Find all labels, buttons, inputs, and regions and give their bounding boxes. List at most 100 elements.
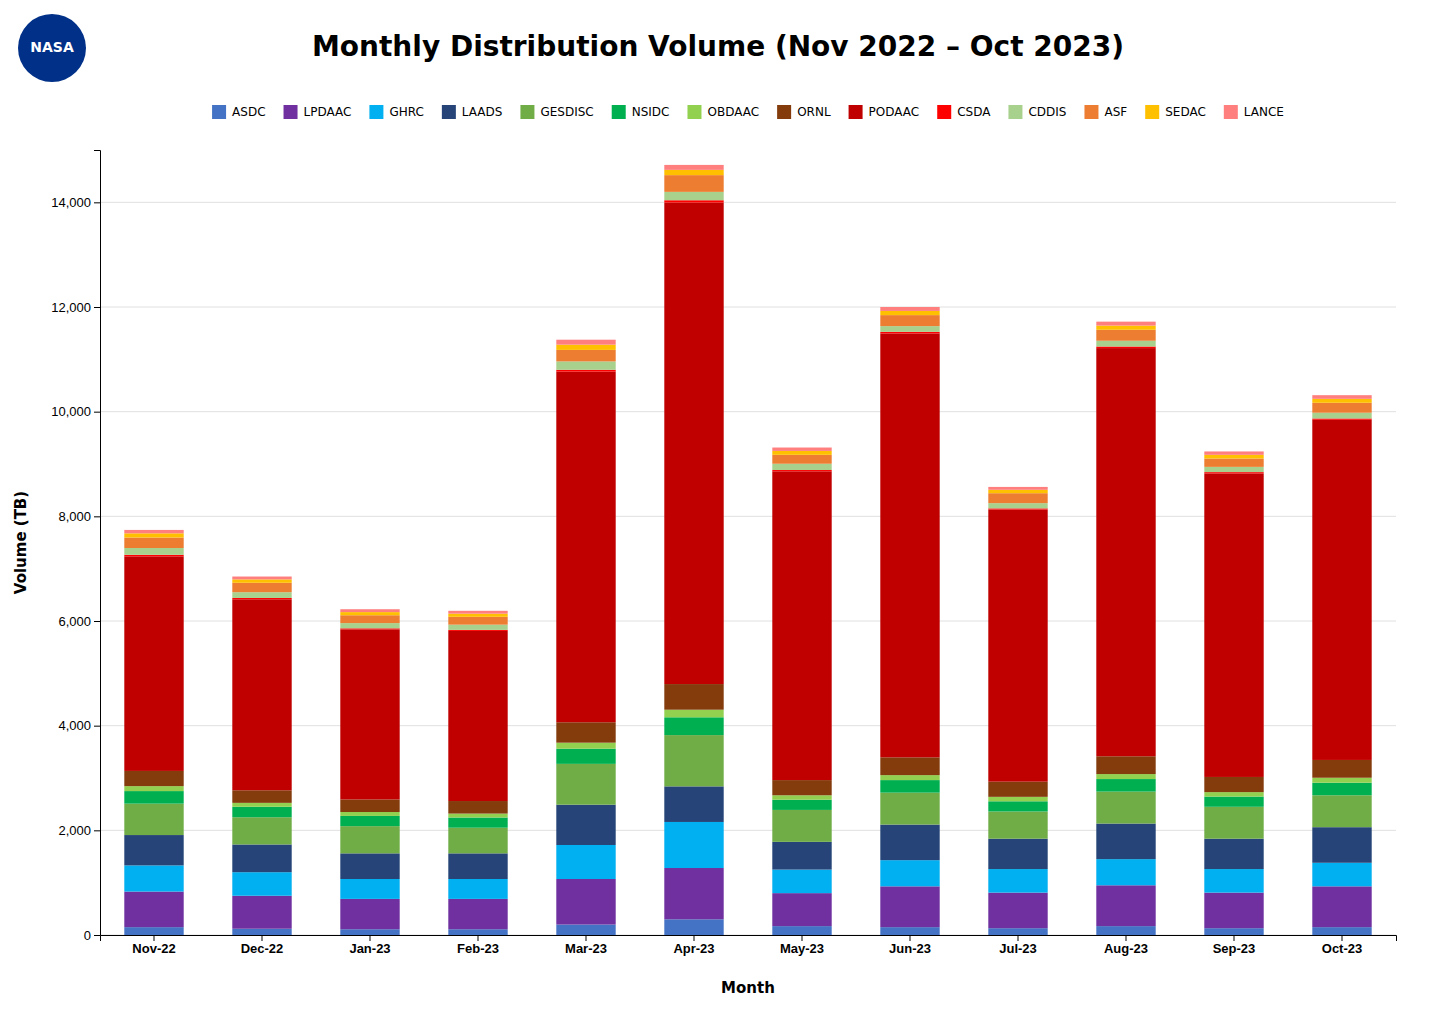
bar — [1096, 779, 1155, 792]
y-tick-mark — [94, 830, 100, 831]
bar — [448, 899, 507, 929]
series — [124, 710, 1371, 818]
bar — [988, 782, 1047, 797]
x-tick: Mar-23 — [565, 935, 607, 956]
y-tick: 2,000 — [58, 823, 100, 838]
bar — [772, 795, 831, 799]
bar — [1204, 928, 1263, 935]
legend-item: LANCE — [1224, 105, 1284, 120]
y-tick-mark — [94, 412, 100, 413]
annotation: NASA — [18, 14, 86, 82]
bar — [664, 165, 723, 170]
legend-swatch — [284, 105, 298, 119]
bar — [1096, 885, 1155, 926]
bar — [1204, 869, 1263, 893]
x-tick: Jun-23 — [889, 935, 931, 956]
bar — [340, 628, 399, 629]
bar — [1312, 395, 1371, 399]
bar — [988, 869, 1047, 893]
y-tick-label: 14,000 — [51, 195, 91, 210]
bar — [880, 333, 939, 757]
bar — [232, 790, 291, 803]
x-tick: Jul-23 — [999, 935, 1037, 956]
bar — [232, 807, 291, 817]
series — [124, 786, 1371, 879]
bar — [1312, 863, 1371, 887]
bar — [340, 623, 399, 628]
bar — [988, 510, 1047, 782]
x-tick: Nov-22 — [132, 935, 175, 956]
x-axis: Nov-22Dec-22Jan-23Feb-23Mar-23Apr-23May-… — [101, 935, 1397, 956]
bar — [664, 203, 723, 684]
bar — [1312, 760, 1371, 778]
x-tick: May-23 — [780, 935, 824, 956]
bar — [988, 487, 1047, 490]
y-tick-mark — [94, 307, 100, 308]
legend-swatch — [369, 105, 383, 119]
bar — [556, 879, 615, 925]
bar — [1312, 420, 1371, 760]
bar — [1312, 827, 1371, 863]
x-tick-label: Jan-23 — [349, 941, 390, 956]
y-tick: 4,000 — [58, 718, 100, 733]
x-tick-label: Oct-23 — [1322, 941, 1362, 956]
bar — [1096, 824, 1155, 860]
series — [124, 684, 1371, 814]
bar — [988, 801, 1047, 811]
bar — [1096, 756, 1155, 774]
bar — [448, 617, 507, 625]
bar — [772, 780, 831, 795]
bar — [448, 611, 507, 614]
y-axis-title: Volume (TB) — [12, 491, 30, 594]
legend-label: GESDISC — [540, 105, 593, 119]
bar — [448, 625, 507, 630]
legend-label: OBDAAC — [707, 105, 759, 119]
bar — [1312, 778, 1371, 783]
y-tick-label: 2,000 — [58, 823, 91, 838]
x-tick: Dec-22 — [241, 935, 284, 956]
series — [124, 919, 1371, 935]
bar — [1204, 807, 1263, 839]
y-tick-mark — [94, 516, 100, 517]
bar — [1096, 926, 1155, 935]
legend-label: GHRC — [389, 105, 423, 119]
x-tick-label: Dec-22 — [241, 941, 284, 956]
y-tick: 8,000 — [58, 509, 100, 524]
bar — [988, 928, 1047, 935]
bar — [1204, 792, 1263, 796]
bar — [988, 503, 1047, 508]
y-tick-label: 10,000 — [51, 404, 91, 419]
y-axis: 02,0004,0006,0008,00010,00012,00014,000 — [51, 151, 100, 943]
bar — [664, 200, 723, 202]
bar — [448, 614, 507, 617]
bar — [1204, 472, 1263, 473]
x-tick-label: Nov-22 — [132, 941, 175, 956]
bar — [1096, 792, 1155, 824]
bars — [124, 165, 1371, 935]
bar — [1096, 330, 1155, 341]
bar — [340, 853, 399, 879]
bar — [124, 786, 183, 791]
y-tick-label: 12,000 — [51, 300, 91, 315]
bar — [880, 927, 939, 935]
bar — [232, 579, 291, 582]
annotation-text: NASA — [30, 39, 74, 55]
bar — [448, 631, 507, 801]
bar — [664, 868, 723, 919]
bar — [1096, 322, 1155, 326]
legend-label: CSDA — [957, 105, 991, 119]
bar — [232, 803, 291, 807]
bar — [772, 464, 831, 470]
x-tick-label: Aug-23 — [1104, 941, 1148, 956]
bar — [1204, 893, 1263, 929]
bar — [772, 471, 831, 780]
bar — [988, 893, 1047, 929]
bar — [772, 448, 831, 451]
legend-swatch — [1084, 105, 1098, 119]
x-tick-label: Jul-23 — [999, 941, 1037, 956]
grid-line — [100, 830, 1396, 831]
bar — [232, 896, 291, 929]
bar — [1204, 777, 1263, 792]
y-tick: 14,000 — [51, 195, 100, 210]
bar — [124, 530, 183, 533]
